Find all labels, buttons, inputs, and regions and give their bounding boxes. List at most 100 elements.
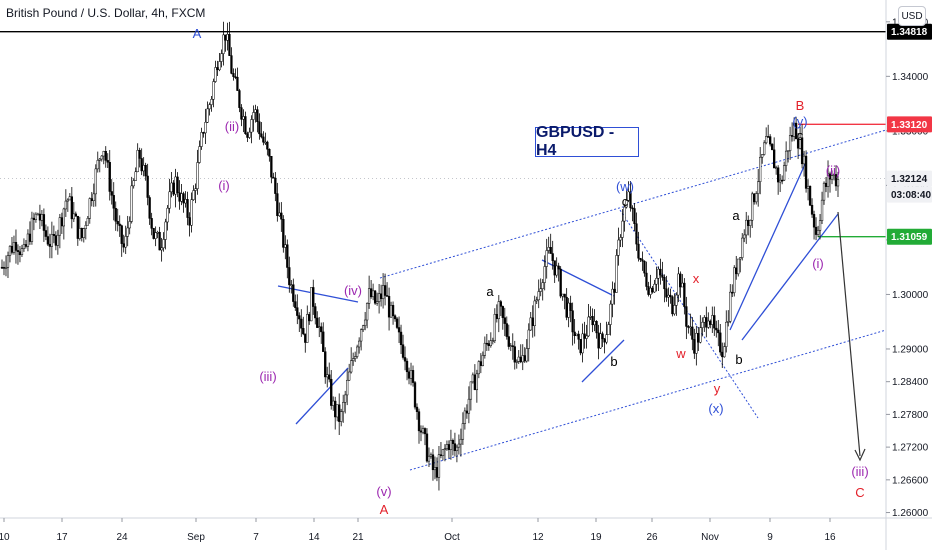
candle-up — [130, 185, 133, 222]
candle-down — [178, 192, 181, 202]
candle-down — [631, 207, 634, 210]
y-tick-label: 1.29000 — [892, 344, 929, 355]
candle-up — [525, 348, 528, 362]
candle-down — [300, 318, 303, 329]
candle-up — [348, 371, 351, 381]
candle-down — [417, 411, 421, 432]
candle-down — [268, 148, 271, 157]
candle-down — [794, 122, 798, 140]
candle-down — [280, 212, 283, 220]
inner-channel-line — [619, 209, 759, 419]
candle-up — [587, 316, 590, 337]
candle-up — [723, 346, 726, 358]
candle-down — [419, 430, 423, 433]
candle-down — [18, 251, 22, 255]
candle-down — [553, 260, 556, 276]
candle-down — [395, 318, 399, 328]
candle-down — [687, 326, 690, 328]
candle-down — [790, 135, 794, 137]
candle-up — [326, 374, 329, 378]
candle-up — [533, 300, 536, 326]
candle-up — [816, 230, 820, 235]
wave-label-11: x — [693, 271, 700, 286]
y-tick-label: 1.27200 — [892, 443, 929, 454]
candle-up — [830, 175, 834, 180]
candle-up — [615, 255, 618, 293]
candle-down — [401, 344, 405, 358]
price-tag-bg — [887, 170, 932, 187]
candle-down — [643, 260, 646, 274]
candle-down — [298, 315, 301, 320]
candle-down — [272, 176, 275, 179]
candle-up — [575, 333, 578, 336]
candle-down — [595, 321, 598, 334]
candle-up — [515, 361, 518, 363]
candle-up — [84, 225, 87, 229]
candle-down — [767, 136, 770, 138]
candle-up — [763, 142, 766, 155]
wave-label-9: (w) — [616, 179, 634, 194]
candle-down — [579, 339, 582, 354]
candle-up — [92, 193, 95, 201]
candle-up — [350, 360, 353, 373]
candle-up — [162, 239, 165, 249]
candle-down — [639, 257, 642, 260]
wave-label-4: (iv) — [344, 283, 362, 298]
candle-up — [194, 188, 197, 191]
candle-up — [469, 381, 473, 400]
candle-down — [659, 268, 662, 276]
candle-up — [521, 355, 524, 363]
candle-up — [346, 379, 349, 396]
candle-up — [737, 258, 740, 275]
candle-up — [820, 199, 824, 221]
candle-up — [677, 273, 680, 296]
candle-up — [699, 327, 702, 343]
candle-up — [784, 150, 788, 166]
y-tick-label: 1.30000 — [892, 290, 929, 301]
candle-down — [549, 247, 552, 254]
candle-up — [483, 342, 486, 356]
candle-down — [431, 454, 435, 471]
candle-up — [252, 112, 255, 120]
candle-down — [304, 333, 307, 343]
trend-lines — [0, 31, 887, 471]
candle-up — [561, 293, 564, 297]
candle-up — [547, 247, 550, 251]
candle-up — [433, 467, 437, 471]
candle-up — [599, 333, 602, 349]
candle-up — [729, 291, 732, 322]
candle-down — [0, 266, 4, 269]
candle-down — [753, 193, 756, 203]
candle-up — [509, 345, 512, 347]
candle-up — [170, 182, 173, 193]
candle-down — [523, 355, 526, 362]
candle-down — [591, 316, 594, 326]
candle-up — [210, 99, 213, 105]
candle-up — [437, 454, 441, 478]
candle-up — [226, 34, 229, 41]
x-tick-label: 21 — [352, 532, 364, 543]
candle-up — [745, 219, 748, 236]
candle-up — [363, 319, 367, 327]
candle-up — [218, 61, 221, 71]
candle-down — [613, 288, 616, 293]
wave-label-8: b — [610, 354, 617, 369]
x-tick-label: Oct — [444, 532, 460, 543]
candle-down — [663, 277, 666, 290]
candle-up — [66, 199, 69, 202]
wave-label-16: b — [735, 352, 742, 367]
candle-down — [302, 328, 305, 335]
candle-up — [4, 267, 8, 269]
candle-down — [647, 286, 650, 295]
candle-up — [88, 198, 91, 219]
currency-button[interactable]: USD — [898, 6, 926, 26]
x-tick-label: 9 — [767, 532, 773, 543]
candle-up — [94, 168, 97, 195]
candle-up — [782, 165, 786, 181]
candle-up — [132, 180, 135, 187]
candle-up — [822, 182, 826, 201]
candle-up — [609, 303, 612, 325]
candle-up — [356, 346, 359, 357]
candle-down — [14, 242, 18, 251]
